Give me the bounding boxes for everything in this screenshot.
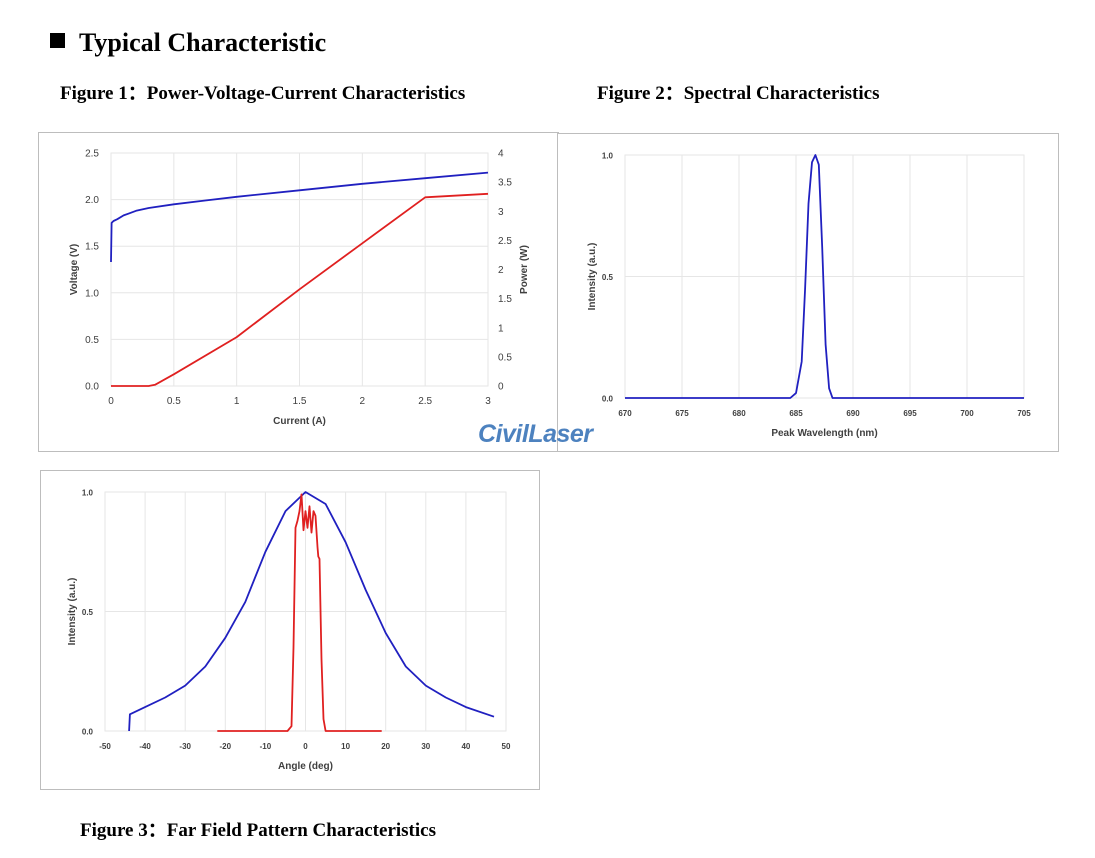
series-line-2 — [217, 493, 382, 732]
y2-axis-title: Power (W) — [519, 245, 530, 294]
x-tick-label: 2.5 — [418, 396, 432, 407]
x-tick-label: 10 — [341, 742, 350, 751]
x-tick-label: 50 — [502, 742, 511, 751]
x-tick-label: 1 — [234, 396, 240, 407]
x-tick-label: 20 — [381, 742, 390, 751]
y-tick-label: 0.0 — [82, 728, 94, 737]
x-tick-label: 695 — [903, 409, 917, 418]
x-tick-label: -30 — [179, 742, 191, 751]
x-tick-label: -40 — [139, 742, 151, 751]
x-tick-label: -50 — [99, 742, 111, 751]
x-tick-label: 705 — [1017, 409, 1031, 418]
x-tick-label: 685 — [789, 409, 803, 418]
y-tick-label: 1.5 — [85, 242, 99, 253]
square-bullet-icon — [50, 33, 65, 48]
y-axis-title: Intensity (a.u.) — [587, 243, 598, 311]
y-axis-title: Voltage (V) — [69, 244, 80, 295]
y-axis-title: Intensity (a.u.) — [67, 578, 78, 646]
y-tick-label: 1.0 — [602, 152, 614, 161]
x-tick-label: -20 — [220, 742, 232, 751]
series-line-1 — [128, 491, 495, 732]
x-axis-title: Peak Wavelength (nm) — [771, 428, 877, 439]
y2-tick-label: 2.5 — [498, 236, 512, 247]
y-tick-label: 0.5 — [85, 335, 99, 346]
y-tick-label: 2.5 — [85, 149, 99, 160]
series-line-1 — [625, 154, 1024, 399]
y2-tick-label: 0 — [498, 382, 504, 393]
y-tick-label: 0.0 — [85, 382, 99, 393]
y-tick-label: 0.5 — [602, 273, 614, 282]
power-voltage-current-chart: 0.0 0.5 1.0 1.5 2.0 2.5 0 0.5 1 1.5 2 2.5 3 3.5 4 0 0.5 1… — [69, 149, 530, 428]
x-tick-label: 670 — [618, 409, 632, 418]
x-tick-label: 0.5 — [167, 396, 181, 407]
x-tick-label: 0 — [303, 742, 308, 751]
y-tick-label: 0.0 — [602, 395, 614, 404]
x-axis-title: Current (A) — [273, 416, 326, 427]
figure-2-caption: Figure 2：Spectral Characteristics — [597, 83, 880, 104]
y2-tick-label: 4 — [498, 149, 504, 160]
figure-3-caption: Figure 3：Far Field Pattern Characteristi… — [80, 820, 436, 841]
y2-tick-label: 2 — [498, 265, 504, 276]
spectral-chart: 0.0 0.5 1.0 670 675 680 685 690 695 700 705 Peak Wa… — [587, 152, 1031, 440]
x-tick-label: 675 — [675, 409, 689, 418]
x-tick-label: 700 — [960, 409, 974, 418]
x-tick-label: 2 — [360, 396, 366, 407]
x-axis-title: Angle (deg) — [278, 761, 333, 772]
x-tick-label: 1.5 — [293, 396, 307, 407]
y-tick-label: 1.0 — [85, 288, 99, 299]
figure-1-caption: Figure 1：Power-Voltage-Current Character… — [60, 83, 466, 104]
series-line-2 — [111, 192, 489, 387]
y-tick-label: 0.5 — [82, 608, 94, 617]
brand-watermark: CivilLaser — [478, 420, 593, 448]
y-tick-label: 2.0 — [85, 195, 99, 206]
y2-tick-label: 3.5 — [498, 178, 512, 189]
section-heading-text: Typical Characteristic — [79, 28, 327, 57]
x-tick-label: 40 — [461, 742, 470, 751]
section-heading: Typical Characteristic — [50, 28, 326, 58]
x-tick-label: 0 — [108, 396, 114, 407]
y2-tick-label: 1 — [498, 323, 504, 334]
figure-3-panel: 0.0 0.5 1.0 -50 -40 -30 -20 -10 0 10 20 30 40 50 Angle… — [40, 470, 540, 790]
x-tick-label: -10 — [260, 742, 272, 751]
y2-tick-label: 1.5 — [498, 294, 512, 305]
y2-tick-label: 3 — [498, 207, 504, 218]
x-tick-label: 680 — [732, 409, 746, 418]
y-tick-label: 1.0 — [82, 489, 94, 498]
figure-2-panel: 0.0 0.5 1.0 670 675 680 685 690 695 700 705 Peak Wa… — [557, 133, 1059, 452]
x-tick-label: 30 — [421, 742, 430, 751]
x-tick-label: 690 — [846, 409, 860, 418]
series-line-1 — [110, 171, 489, 263]
y2-tick-label: 0.5 — [498, 352, 512, 363]
x-tick-label: 3 — [485, 396, 491, 407]
far-field-chart: 0.0 0.5 1.0 -50 -40 -30 -20 -10 0 10 20 30 40 50 Angle… — [67, 489, 511, 773]
figure-1-panel: 0.0 0.5 1.0 1.5 2.0 2.5 0 0.5 1 1.5 2 2.5 3 3.5 4 0 0.5 1… — [38, 132, 559, 452]
